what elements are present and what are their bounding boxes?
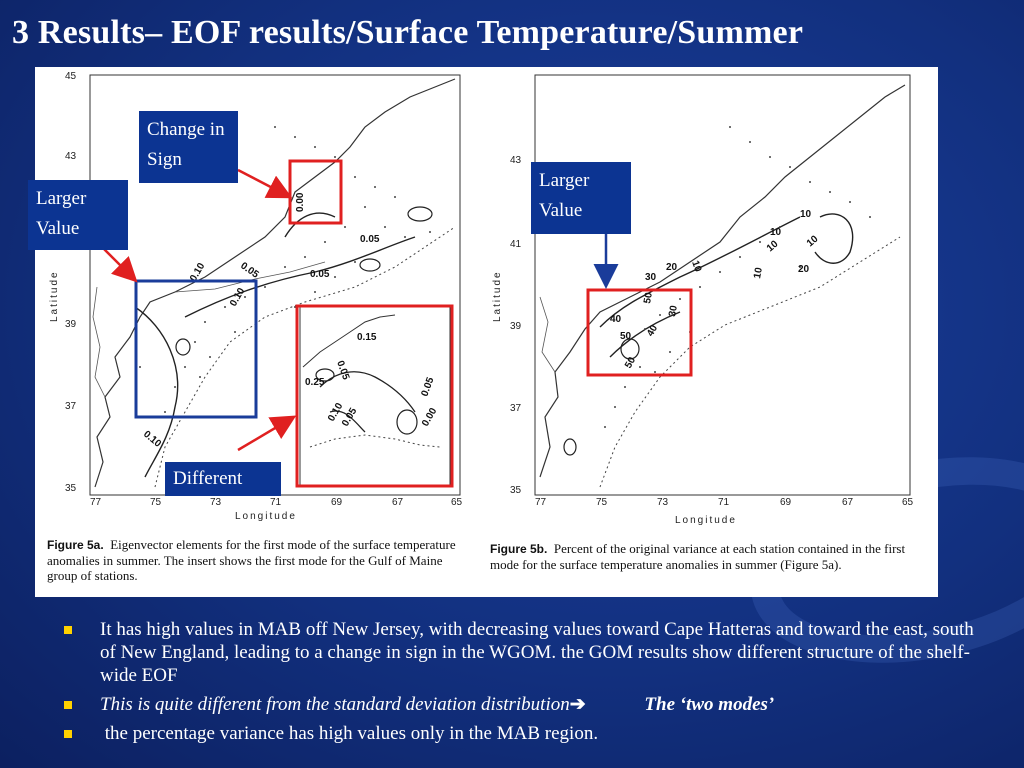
- callout-text: Larger Value: [539, 170, 590, 221]
- x-tick: 71: [718, 497, 730, 508]
- inset-label: 0.15: [357, 332, 377, 343]
- contour-ellipse: [407, 206, 433, 222]
- callout-text: Larger Value: [36, 188, 87, 239]
- callout-text: Different: [173, 468, 243, 489]
- x-tick: 77: [90, 497, 102, 508]
- bullet-text: the percentage variance has high values …: [104, 723, 599, 744]
- contour-label: 20: [666, 262, 678, 273]
- inland-river: [92, 286, 106, 398]
- bullet-item: the percentage variance has high values …: [60, 722, 980, 745]
- right-arrow-icon: ➔: [569, 694, 586, 715]
- caption-head: Figure 5a.: [47, 538, 104, 552]
- contour-label: 10: [765, 238, 781, 254]
- gom-inset: 0.15 0.05 0.25 0.05 0.10 0.05 0.00: [299, 306, 451, 486]
- contour-label: 0.05: [238, 260, 261, 280]
- x-tick: 69: [780, 497, 792, 508]
- callout-different: Different: [165, 462, 281, 496]
- figure-5a-map: 0.00 0.05 0.05 0.05 0.10 0.10 0.10 45 43…: [49, 71, 463, 522]
- contour-label: 30: [667, 304, 680, 317]
- contour-label: 10: [752, 266, 765, 279]
- inland-river: [539, 296, 556, 373]
- bullet-square-icon: [64, 701, 72, 709]
- x-tick: 73: [210, 497, 222, 508]
- bullet-list: It has high values in MAB off New Jersey…: [60, 618, 980, 751]
- contour-line: [134, 306, 179, 478]
- contour-label: 0.10: [188, 261, 207, 284]
- contour-label: 50: [620, 331, 632, 342]
- contour-label: 10: [805, 233, 821, 249]
- coastline: [94, 78, 456, 488]
- caption-head: Figure 5b.: [490, 542, 548, 556]
- y-tick: 43: [510, 155, 522, 166]
- bullet-square-icon: [64, 626, 72, 634]
- contour-label: 40: [645, 323, 660, 339]
- contour-label: 10: [800, 209, 812, 220]
- caption-text: Percent of the original variance at each…: [490, 541, 906, 572]
- map-frame: [534, 74, 911, 496]
- inset-label: 0.25: [305, 377, 325, 388]
- y-tick: 41: [510, 239, 522, 250]
- bullet-square-icon: [64, 730, 72, 738]
- y-tick: 37: [510, 403, 522, 414]
- contour-ellipse: [359, 258, 381, 272]
- contour-label: 0.05: [310, 269, 330, 280]
- x-tick: 73: [657, 497, 669, 508]
- contour-ellipse: [563, 438, 577, 456]
- y-tick: 45: [65, 71, 77, 82]
- contour-label: 0.00: [295, 192, 306, 212]
- contour-line: [184, 236, 416, 318]
- shelf-break: [599, 236, 901, 488]
- bullet-text: It has high values in MAB off New Jersey…: [100, 619, 974, 686]
- x-axis-label: Longitude: [675, 515, 737, 526]
- bullet-text-bold: The ‘two modes’: [644, 694, 775, 715]
- x-tick: 65: [451, 497, 463, 508]
- y-tick: 35: [65, 483, 77, 494]
- callout-text: Change in Sign: [147, 119, 225, 170]
- figure-5a-caption: Figure 5a. Eigenvector elements for the …: [47, 537, 475, 583]
- x-tick: 77: [535, 497, 547, 508]
- y-axis-label: Latitude: [49, 270, 60, 322]
- contour-ellipse: [620, 338, 640, 360]
- contour-label: 10: [770, 227, 782, 238]
- x-tick: 67: [842, 497, 854, 508]
- contour-label: 40: [610, 314, 622, 325]
- figure-5b-map: 10 10 10 20 10 10 30 20 10 40 50 50 40 3…: [492, 74, 914, 526]
- x-tick: 69: [331, 497, 343, 508]
- y-tick: 37: [65, 401, 77, 412]
- x-tick: 67: [392, 497, 404, 508]
- x-tick: 71: [270, 497, 282, 508]
- y-tick: 39: [510, 321, 522, 332]
- x-tick: 75: [596, 497, 608, 508]
- y-tick: 43: [65, 151, 77, 162]
- figure-5b-caption: Figure 5b. Percent of the original varia…: [490, 541, 930, 572]
- contour-label: 0.10: [141, 429, 163, 450]
- callout-larger-value-left: Larger Value: [28, 180, 128, 250]
- x-tick: 75: [150, 497, 162, 508]
- contour-label: 30: [645, 272, 657, 283]
- bullet-item: This is quite different from the standar…: [60, 693, 980, 716]
- slide-title: 3 Results– EOF results/Surface Temperatu…: [12, 14, 804, 51]
- figure-5a: 0.00 0.05 0.05 0.05 0.10 0.10 0.10 45 43…: [35, 67, 480, 597]
- bullet-item: It has high values in MAB off New Jersey…: [60, 618, 980, 687]
- contour-line: [284, 212, 336, 238]
- x-tick: 65: [902, 497, 914, 508]
- y-axis-label: Latitude: [492, 270, 503, 322]
- callout-larger-value-right: Larger Value: [531, 162, 631, 234]
- contour-line: [814, 213, 854, 264]
- bullet-text-italic: This is quite different from the standar…: [100, 694, 570, 715]
- x-axis-label: Longitude: [235, 511, 297, 522]
- contour-label: 0.05: [360, 234, 380, 245]
- figure-5b: 10 10 10 20 10 10 30 20 10 40 50 50 40 3…: [480, 67, 938, 597]
- contour-label: 20: [798, 264, 810, 275]
- contour-label: 10: [689, 259, 703, 274]
- coastline: [539, 84, 906, 478]
- caption-text: Eigenvector elements for the first mode …: [47, 537, 456, 583]
- y-tick: 39: [65, 319, 77, 330]
- contour-ellipse: [175, 338, 191, 356]
- y-tick: 35: [510, 485, 522, 496]
- contour-label: 50: [642, 291, 655, 304]
- callout-change-in-sign: Change in Sign: [139, 111, 238, 183]
